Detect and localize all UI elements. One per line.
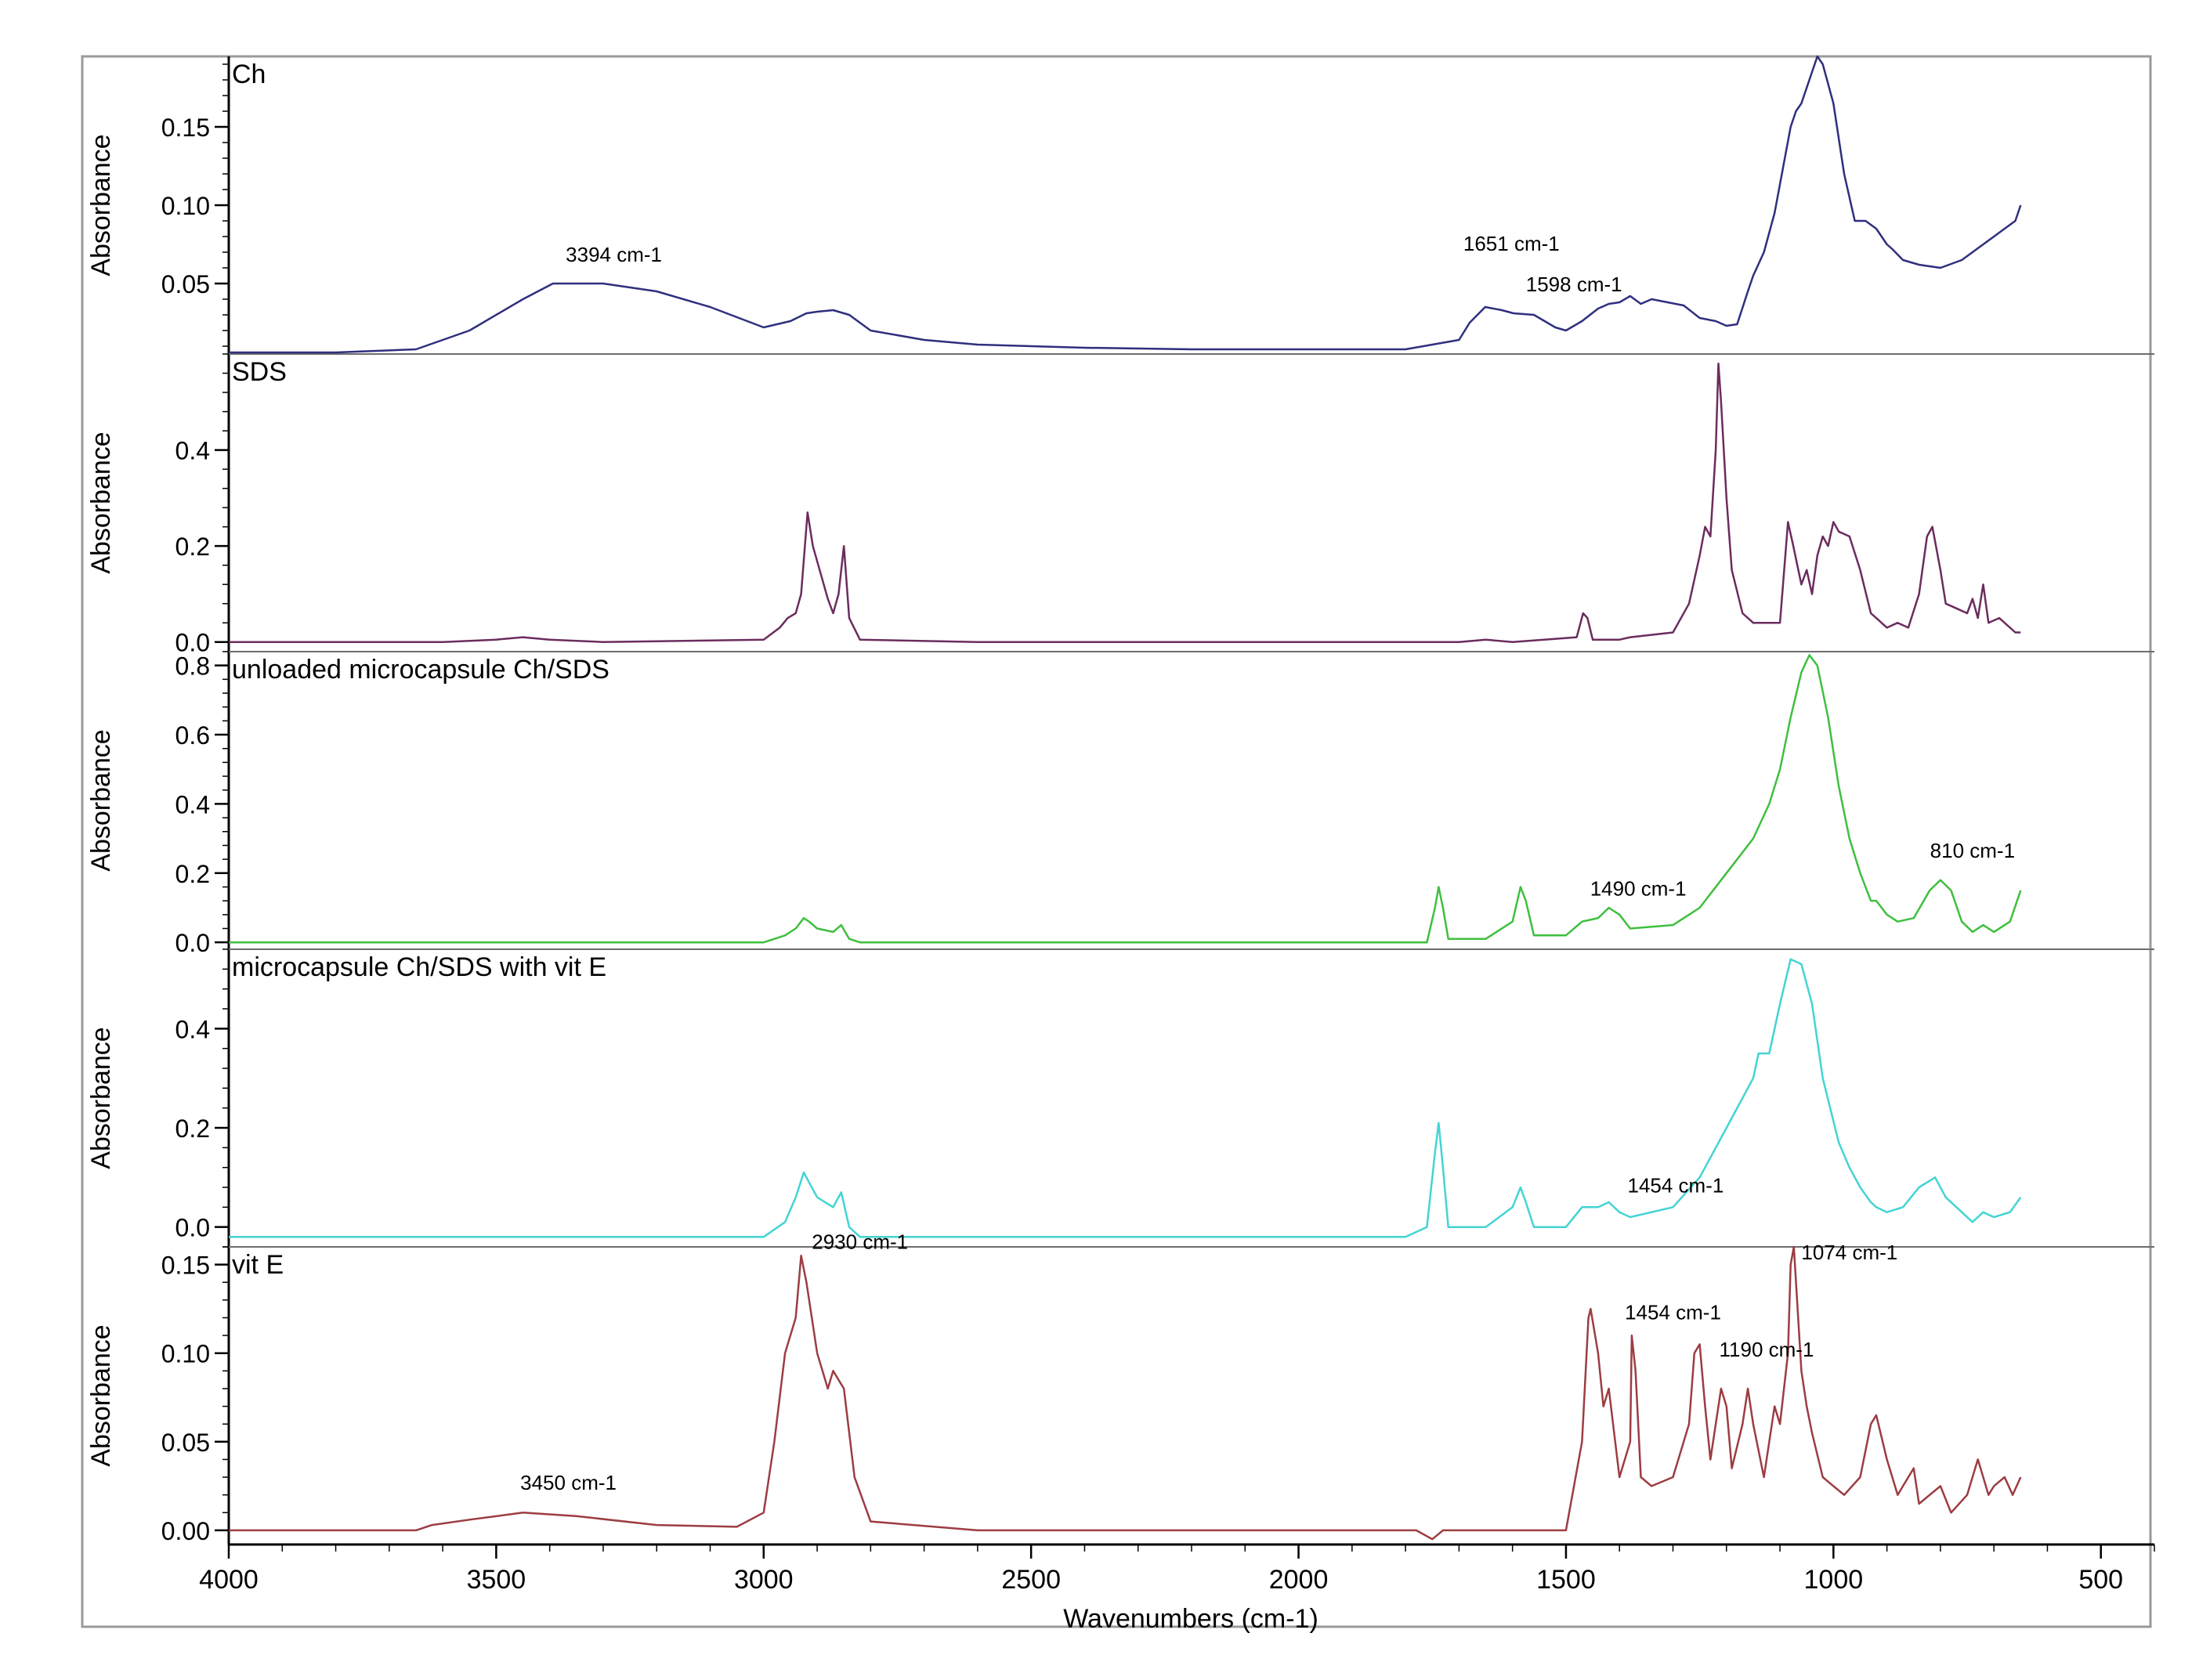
peak-annotation: 1454 cm-1 bbox=[1627, 1173, 1724, 1197]
plot-area: 0.05 0.10 0.15 Absorbance Ch 3394 cm-1 1651 cm… bbox=[86, 55, 2154, 1545]
x-tick-label: 500 bbox=[2078, 1565, 2123, 1595]
series-line bbox=[229, 55, 2022, 354]
panel-2: 0.0 0.2 0.4 0.6 0.8 Absorbance unloaded microc… bbox=[86, 651, 2154, 957]
panel-title: microcapsule Ch/SDS with vit E bbox=[232, 952, 606, 982]
panel-title: vit E bbox=[232, 1250, 284, 1280]
x-axis: 4000 3500 3000 2500 2000 1500 1000 500 bbox=[199, 1543, 2155, 1595]
y-tick-label: 0.2 bbox=[175, 533, 210, 561]
y-axis-label: Absorbance bbox=[86, 1027, 116, 1169]
peak-annotation: 2930 cm-1 bbox=[812, 1230, 908, 1253]
y-tick-label: 0.00 bbox=[161, 1517, 210, 1545]
y-tick-label: 0.4 bbox=[175, 1015, 210, 1043]
y-axis-label: Absorbance bbox=[86, 729, 116, 871]
peak-annotation: 1454 cm-1 bbox=[1625, 1301, 1721, 1324]
peak-annotation: 1190 cm-1 bbox=[1720, 1338, 1814, 1361]
series-line bbox=[229, 363, 2021, 643]
peak-annotation: 1651 cm-1 bbox=[1463, 232, 1560, 255]
peak-annotation: 1074 cm-1 bbox=[1801, 1241, 1897, 1264]
y-tick-label: 0.10 bbox=[161, 1340, 210, 1368]
y-tick-label: 0.15 bbox=[161, 1252, 210, 1280]
peak-annotation: 1598 cm-1 bbox=[1526, 273, 1622, 296]
panel-0: 0.05 0.10 0.15 Absorbance Ch 3394 cm-1 1651 cm… bbox=[86, 55, 2154, 355]
peak-annotation: 3394 cm-1 bbox=[566, 243, 662, 266]
series-line bbox=[229, 654, 2022, 944]
y-tick-label: 0.0 bbox=[175, 629, 210, 657]
panel-title: SDS bbox=[232, 357, 287, 387]
panel-1: 0.0 0.2 0.4 Absorbance SDS bbox=[86, 353, 2154, 657]
y-axis-label: Absorbance bbox=[86, 432, 116, 573]
y-tick-label: 0.8 bbox=[175, 652, 210, 681]
x-tick-label: 1500 bbox=[1536, 1565, 1596, 1595]
peak-annotation: 810 cm-1 bbox=[1930, 839, 2015, 862]
y-tick-label: 0.2 bbox=[175, 1115, 210, 1143]
x-tick-label: 3000 bbox=[734, 1565, 794, 1595]
x-axis-label: Wavenumbers (cm-1) bbox=[1063, 1604, 1318, 1634]
y-tick-label: 0.4 bbox=[175, 437, 210, 465]
x-tick-label: 3500 bbox=[467, 1565, 526, 1595]
x-tick-label: 1000 bbox=[1804, 1565, 1864, 1595]
panel-title: Ch bbox=[232, 60, 266, 89]
series-line bbox=[229, 1245, 2022, 1541]
figure-frame bbox=[81, 55, 2152, 1628]
series-line bbox=[229, 958, 2022, 1238]
y-tick-label: 0.15 bbox=[161, 114, 210, 142]
x-tick-label: 2500 bbox=[1001, 1565, 1061, 1595]
y-tick-label: 0.0 bbox=[175, 1214, 210, 1242]
y-axis-label: Absorbance bbox=[86, 134, 116, 276]
y-tick-label: 0.2 bbox=[175, 860, 210, 888]
peak-annotation: 3450 cm-1 bbox=[520, 1471, 617, 1494]
y-tick-label: 0.10 bbox=[161, 192, 210, 220]
panel-4: 0.00 0.05 0.10 0.15 Absorbance vit E 2930 cm-1… bbox=[86, 1230, 2022, 1545]
y-tick-label: 0.6 bbox=[175, 721, 210, 750]
x-tick-label: 2000 bbox=[1269, 1565, 1329, 1595]
y-tick-label: 0.05 bbox=[161, 270, 210, 298]
panel-title: unloaded microcapsule Ch/SDS bbox=[232, 655, 609, 685]
y-tick-label: 0.0 bbox=[175, 929, 210, 957]
y-tick-label: 0.05 bbox=[161, 1429, 210, 1457]
peak-annotation: 1490 cm-1 bbox=[1590, 877, 1687, 901]
x-tick-label: 4000 bbox=[199, 1565, 259, 1595]
y-tick-label: 0.4 bbox=[175, 790, 210, 818]
panel-3: 0.0 0.2 0.4 Absorbance microcapsule Ch/SDS w… bbox=[86, 948, 2154, 1248]
y-axis-label: Absorbance bbox=[86, 1324, 116, 1466]
